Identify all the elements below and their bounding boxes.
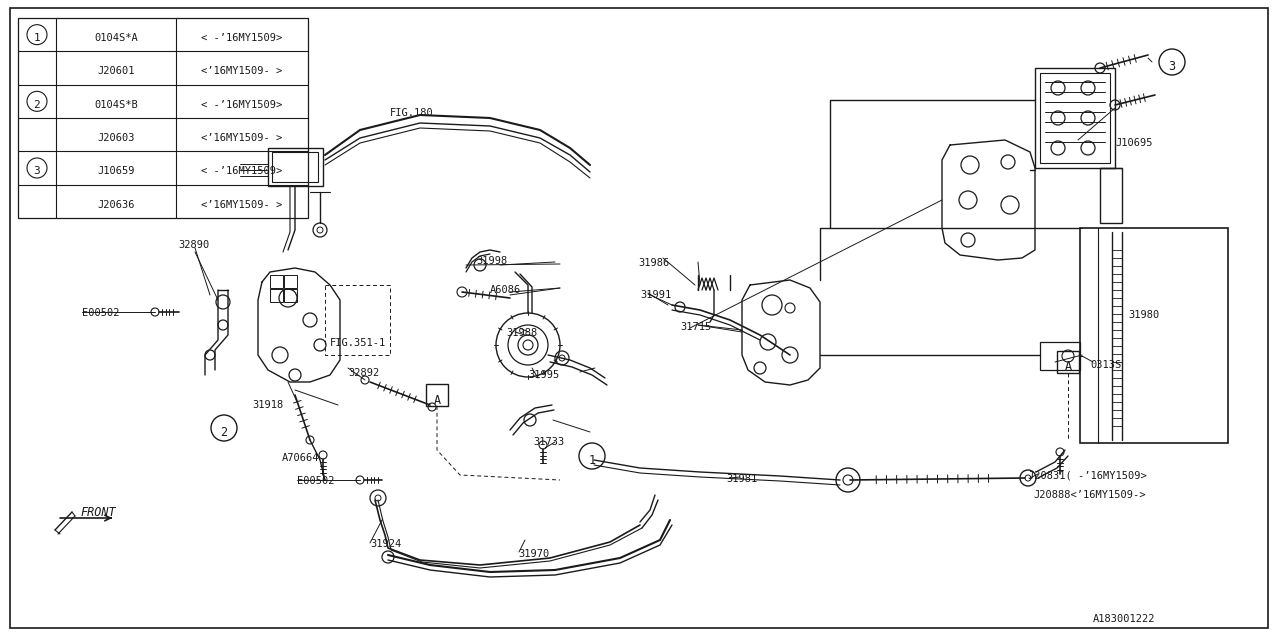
Text: 31980: 31980: [1128, 310, 1160, 320]
Bar: [426, 384, 448, 406]
Text: 32890: 32890: [178, 240, 209, 250]
Bar: [18, 18, 308, 218]
Text: < -’16MY1509>: < -’16MY1509>: [201, 100, 283, 110]
Text: J20636: J20636: [97, 200, 134, 210]
Bar: [1080, 228, 1228, 443]
Bar: [1039, 342, 1080, 370]
Text: 1: 1: [589, 454, 595, 467]
Text: 31970: 31970: [518, 549, 549, 559]
Text: FIG.351-1: FIG.351-1: [330, 338, 387, 348]
Text: <’16MY1509- >: <’16MY1509- >: [201, 133, 283, 143]
Text: 31991: 31991: [640, 290, 671, 300]
Text: J20888<’16MY1509->: J20888<’16MY1509->: [1033, 490, 1146, 500]
Text: A: A: [434, 394, 440, 406]
Text: FIG.180: FIG.180: [390, 108, 434, 118]
Text: 31918: 31918: [252, 400, 283, 410]
Text: 31981: 31981: [726, 474, 758, 484]
Text: < -’16MY1509>: < -’16MY1509>: [201, 33, 283, 43]
Text: E00502: E00502: [297, 476, 334, 486]
Text: < -’16MY1509>: < -’16MY1509>: [201, 166, 283, 177]
Text: J10659: J10659: [97, 166, 134, 177]
Text: 0104S*B: 0104S*B: [95, 100, 138, 110]
Text: 2: 2: [220, 426, 228, 439]
Text: <’16MY1509- >: <’16MY1509- >: [201, 67, 283, 77]
Text: 31995: 31995: [529, 370, 559, 380]
Text: E00502: E00502: [82, 308, 119, 318]
Text: J10695: J10695: [1115, 138, 1152, 148]
Text: A183001222: A183001222: [1093, 614, 1155, 624]
Text: A6086: A6086: [490, 285, 521, 295]
Text: 3: 3: [33, 166, 41, 177]
Text: J20603: J20603: [97, 133, 134, 143]
Text: A: A: [1065, 360, 1071, 374]
Text: 31988: 31988: [506, 328, 538, 338]
Bar: [270, 289, 283, 302]
Bar: [284, 289, 297, 302]
Text: J20831( -’16MY1509>: J20831( -’16MY1509>: [1028, 470, 1147, 480]
Text: <’16MY1509- >: <’16MY1509- >: [201, 200, 283, 210]
Text: A70664: A70664: [282, 453, 320, 463]
Bar: [284, 275, 297, 288]
Bar: [270, 275, 283, 288]
Bar: [268, 148, 323, 186]
Text: 32892: 32892: [348, 368, 379, 378]
Text: FRONT: FRONT: [79, 506, 115, 519]
Bar: [1100, 168, 1123, 223]
Text: 31998: 31998: [476, 256, 507, 266]
Text: 1: 1: [33, 33, 41, 43]
Text: 0104S*A: 0104S*A: [95, 33, 138, 43]
Text: 3: 3: [1169, 60, 1175, 73]
Text: 31733: 31733: [532, 437, 564, 447]
Text: 31924: 31924: [370, 539, 401, 549]
Bar: [1057, 351, 1079, 373]
Text: 2: 2: [33, 100, 41, 110]
Bar: [273, 152, 317, 182]
Bar: [1036, 68, 1115, 168]
Text: 31715: 31715: [680, 322, 712, 332]
Bar: [1039, 73, 1110, 163]
Text: 0313S: 0313S: [1091, 360, 1121, 370]
Text: 31986: 31986: [637, 258, 669, 268]
Text: J20601: J20601: [97, 67, 134, 77]
